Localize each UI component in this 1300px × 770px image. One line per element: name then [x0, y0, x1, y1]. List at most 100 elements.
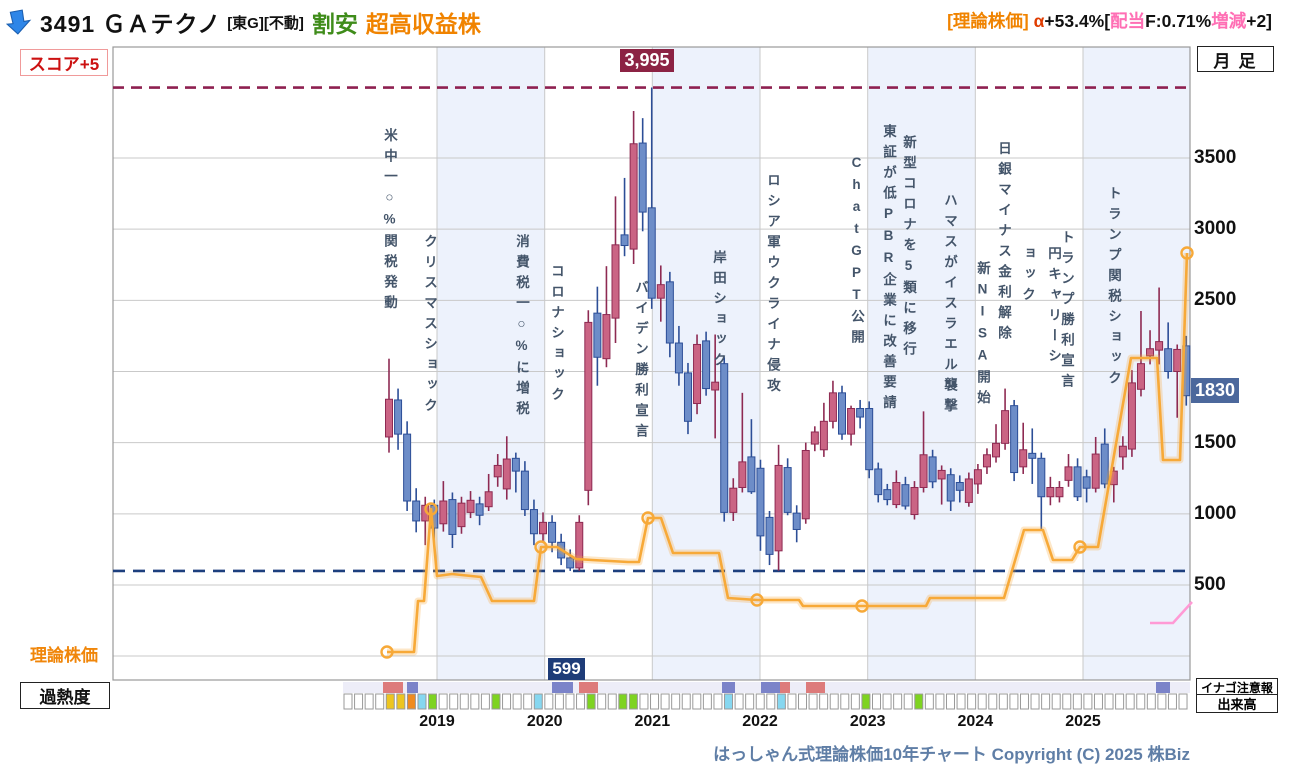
y-axis-tick-label: 3000 [1194, 218, 1237, 240]
candle-body [520, 470, 529, 511]
candle-body [539, 521, 548, 535]
volume-heat-cell [787, 693, 797, 710]
candle-body [919, 454, 928, 488]
candle-body [982, 454, 991, 468]
volume-heat-cell [766, 693, 776, 710]
event-annotation: トランプ勝利宣言 [1059, 230, 1074, 394]
pink-signal-line [1150, 601, 1193, 625]
candle-body [774, 464, 783, 552]
year-label: 2019 [419, 713, 455, 730]
volume-heat-cell [945, 693, 955, 710]
volume-heat-cell [491, 693, 501, 710]
candle-body [1127, 382, 1136, 450]
candle-body [865, 408, 874, 471]
volume-heat-cell [1083, 693, 1093, 710]
inago-alert-block [761, 682, 780, 693]
candle-body [937, 469, 946, 480]
volume-heat-cell [565, 693, 575, 710]
candle-body [548, 521, 557, 543]
score-badge: スコア+5 [20, 49, 108, 76]
volume-heat-cell [438, 693, 448, 710]
candle-body [683, 372, 692, 422]
volume-heat-cell [1167, 693, 1177, 710]
candle-body [973, 469, 982, 485]
current-price-tag: 1830 [1191, 378, 1239, 403]
volume-heat-cell [650, 693, 660, 710]
volume-heat-cell [554, 693, 564, 710]
event-annotation: ハマスがイスラエル襲撃 [942, 193, 957, 419]
volume-heat-cell [1072, 693, 1082, 710]
year-label: 2021 [634, 713, 671, 730]
candle-body [901, 484, 910, 507]
volume-heat-cell [343, 693, 353, 710]
volume-heat-cell [639, 693, 649, 710]
volume-heat-cell [396, 693, 406, 710]
theory-point-marker [855, 599, 869, 613]
volume-heat-cell [872, 693, 881, 710]
candle-body [1028, 452, 1037, 459]
candle-body [403, 433, 412, 502]
candle-body [883, 489, 892, 501]
year-label: 2022 [742, 713, 778, 730]
heat-label: 過熱度 [20, 682, 110, 709]
volume-heat-cell [385, 693, 395, 710]
alpha-symbol: α [1033, 11, 1045, 31]
volume-heat-cell [449, 693, 459, 710]
candle-body [638, 142, 647, 213]
volume-heat-cell [364, 693, 374, 710]
candle-body [584, 321, 593, 491]
candle-body [620, 234, 629, 247]
candle-body [729, 487, 738, 513]
candle-body [674, 342, 683, 374]
volume-heat-cell [903, 693, 913, 710]
candle-body [1155, 341, 1164, 351]
volume-heat-cell [850, 693, 860, 710]
candle-body [1055, 486, 1064, 498]
inago-alert-label: イナゴ注意報 [1196, 678, 1278, 695]
candle-body [1146, 348, 1155, 357]
candle-body [656, 284, 665, 299]
theory-point-marker [534, 540, 548, 554]
volume-heat-cell [798, 693, 808, 710]
event-annotation: 岸田ショック [711, 250, 726, 373]
theory-point-marker [641, 511, 655, 525]
candle-body [756, 467, 765, 537]
candle-body [611, 244, 620, 319]
volume-heat-cell [1019, 693, 1029, 710]
volume-heat-cell [745, 693, 755, 710]
volume-heat-cell [998, 693, 1008, 710]
candle-body [1100, 443, 1109, 485]
inago-alert-block [722, 682, 735, 693]
volume-heat-cell [544, 693, 554, 710]
inago-alert-block [1156, 682, 1170, 693]
volume-heat-cell [1009, 693, 1019, 710]
volume-heat-cell [776, 693, 786, 710]
theory-price-bracket: [理論株価] [947, 11, 1034, 31]
y-axis-tick-label: 1000 [1194, 502, 1237, 524]
candle-body [693, 343, 702, 405]
candle-body [874, 468, 883, 496]
candle-body [448, 499, 457, 535]
candle-body [566, 557, 575, 569]
candle-body [702, 340, 711, 390]
volume-heat-cell [988, 693, 998, 710]
profit-label: 超高収益株 [365, 11, 481, 37]
candle-body [1019, 449, 1028, 468]
event-annotation: 消費税一○%に増税 [514, 234, 529, 422]
volume-heat-cell [956, 693, 966, 710]
candle-body [828, 392, 837, 422]
volume-heat-cell [808, 693, 818, 710]
theory-point-marker [750, 593, 764, 607]
dividend-value: F:0.71% [1145, 11, 1212, 31]
candle-body [493, 464, 502, 478]
volume-heat-cell [1051, 693, 1061, 710]
event-annotation: トランプ関税ショック [1106, 186, 1121, 391]
candle-body [946, 474, 955, 502]
candle-body [394, 399, 403, 435]
candle-body [910, 486, 919, 516]
candle-body [1037, 457, 1046, 498]
year-band [867, 47, 976, 680]
timeframe-badge[interactable]: 月足 [1197, 46, 1274, 72]
